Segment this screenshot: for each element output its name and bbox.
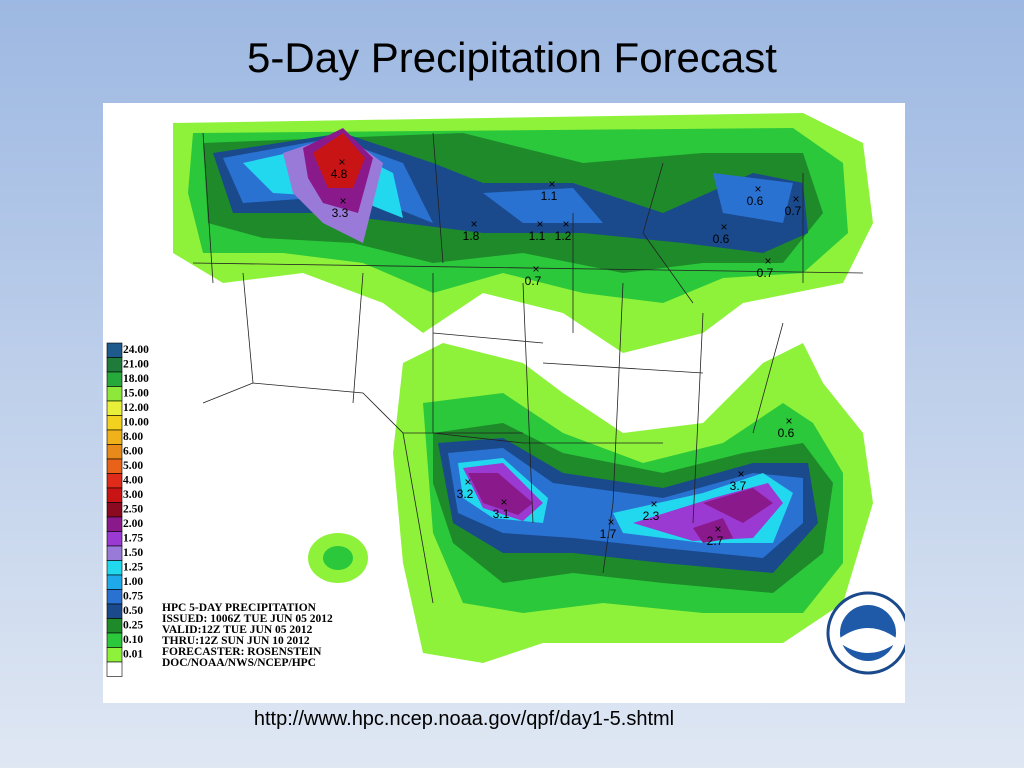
legend-label: 18.00 [123, 373, 149, 385]
legend: 24.00 21.00 18.00 15.00 12.00 10.00 8.00 6.00 5.… [106, 342, 149, 677]
legend-label: 12.00 [123, 402, 149, 414]
precip-areas [173, 113, 873, 663]
legend-label: 0.01 [123, 648, 143, 660]
noaa-logo [826, 591, 905, 675]
legend-label: 1.25 [123, 561, 143, 573]
point-marker: × [532, 262, 539, 276]
legend-label: 0.10 [123, 634, 143, 646]
legend-swatch [106, 502, 123, 518]
point-marker: × [754, 182, 761, 196]
point-value: 1.1 [541, 189, 558, 203]
legend-label: 0.50 [123, 605, 143, 617]
legend-swatch [106, 618, 123, 634]
legend-swatch [106, 458, 123, 474]
legend-swatch [106, 415, 123, 431]
legend-label: 15.00 [123, 387, 149, 399]
state-borders [192, 132, 864, 604]
forecast-points: ×4.8×3.3×1.8×1.1×1.1×1.2×0.7×0.6 ×0.7×0.6… [331, 155, 802, 548]
legend-label: 3.00 [123, 489, 143, 501]
legend-label: 0.75 [123, 590, 143, 602]
legend-label: 21.00 [123, 358, 149, 370]
point-marker: × [464, 475, 471, 489]
point-marker: × [792, 192, 799, 206]
point-value: 1.8 [463, 229, 480, 243]
point-value: 3.2 [457, 487, 474, 501]
point-value: 0.6 [778, 426, 795, 440]
legend-swatch [106, 545, 123, 561]
point-value: 1.1 [529, 229, 546, 243]
legend-label: 2.00 [123, 518, 143, 530]
point-marker: × [470, 217, 477, 231]
legend-swatch [106, 560, 123, 576]
point-value: 2.3 [643, 509, 660, 523]
header-line: THRU:12Z SUN JUN 10 2012 [162, 635, 310, 647]
legend-label: 6.00 [123, 445, 143, 457]
legend-label: 4.00 [123, 474, 143, 486]
point-value: 0.6 [713, 232, 730, 246]
legend-label: 24.00 [123, 344, 149, 356]
point-marker: × [339, 194, 346, 208]
point-marker: × [607, 515, 614, 529]
legend-label: 2.50 [123, 503, 143, 515]
legend-label: 1.00 [123, 576, 143, 588]
header-line: DOC/NOAA/NWS/NCEP/HPC [162, 657, 316, 669]
legend-swatch [106, 531, 123, 547]
legend-swatch [106, 647, 123, 663]
legend-label: 1.75 [123, 532, 143, 544]
point-marker: × [764, 254, 771, 268]
point-marker: × [338, 155, 345, 169]
point-marker: × [536, 217, 543, 231]
point-marker: × [500, 495, 507, 509]
point-value: 3.7 [730, 479, 747, 493]
point-value: 3.3 [332, 206, 349, 220]
point-value: 1.2 [555, 229, 572, 243]
legend-swatch [106, 342, 123, 358]
precipitation-map: 24.00 21.00 18.00 15.00 12.00 10.00 8.00 6.00 5.… [103, 103, 905, 703]
point-value: 1.7 [600, 527, 617, 541]
point-marker: × [548, 177, 555, 191]
point-value: 0.6 [747, 194, 764, 208]
legend-label: 5.00 [123, 460, 143, 472]
point-value: 2.7 [707, 534, 724, 548]
legend-swatch [106, 400, 123, 416]
point-value: 0.7 [525, 274, 542, 288]
legend-swatch [106, 357, 123, 373]
point-marker: × [562, 217, 569, 231]
source-url: http://www.hpc.ncep.noaa.gov/qpf/day1-5.… [253, 708, 675, 730]
legend-swatch [106, 371, 123, 387]
point-marker: × [650, 497, 657, 511]
header-line: ISSUED: 1006Z TUE JUN 05 2012 [162, 613, 333, 625]
legend-label: 10.00 [123, 416, 149, 428]
point-marker: × [737, 467, 744, 481]
point-marker: × [720, 220, 727, 234]
point-value: 0.7 [757, 266, 774, 280]
legend-label: 1.50 [123, 547, 143, 559]
legend-swatch [106, 429, 123, 445]
point-marker: × [785, 414, 792, 428]
point-value: 4.8 [331, 167, 348, 181]
legend-swatch [106, 632, 123, 648]
legend-swatch [106, 603, 123, 619]
slide-title: 5-Day Precipitation Forecast [247, 34, 777, 81]
point-value: 0.7 [785, 204, 802, 218]
point-value: 3.1 [493, 507, 510, 521]
legend-label: 0.25 [123, 619, 143, 631]
header-line: FORECASTER: ROSENSTEIN [162, 646, 322, 658]
legend-swatch [106, 574, 123, 590]
legend-label: 8.00 [123, 431, 143, 443]
legend-swatch [106, 487, 123, 503]
legend-swatch [106, 444, 123, 460]
legend-swatch [106, 386, 123, 402]
point-marker: × [714, 522, 721, 536]
header-line: HPC 5-DAY PRECIPITATION [162, 602, 317, 614]
legend-swatch [106, 516, 123, 532]
header-line: VALID:12Z TUE JUN 05 2012 [162, 624, 313, 636]
legend-swatch [106, 661, 123, 677]
legend-swatch [106, 473, 123, 489]
legend-swatch [106, 589, 123, 605]
